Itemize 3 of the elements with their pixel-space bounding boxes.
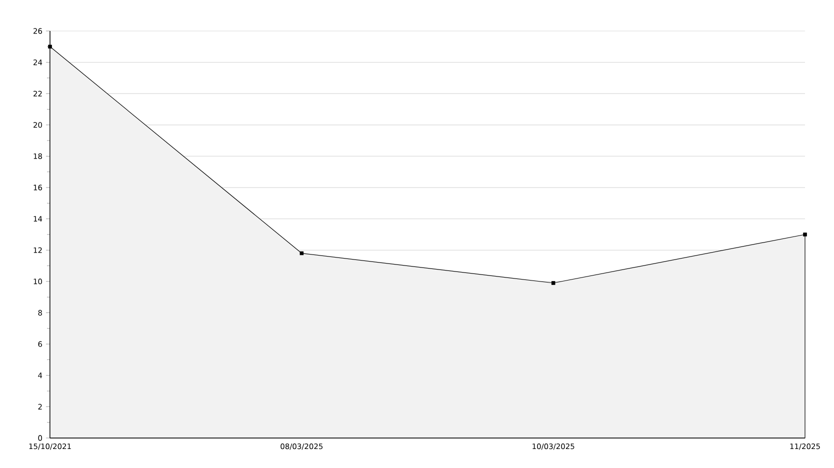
point	[803, 232, 807, 236]
point	[48, 44, 52, 49]
point	[551, 281, 556, 285]
